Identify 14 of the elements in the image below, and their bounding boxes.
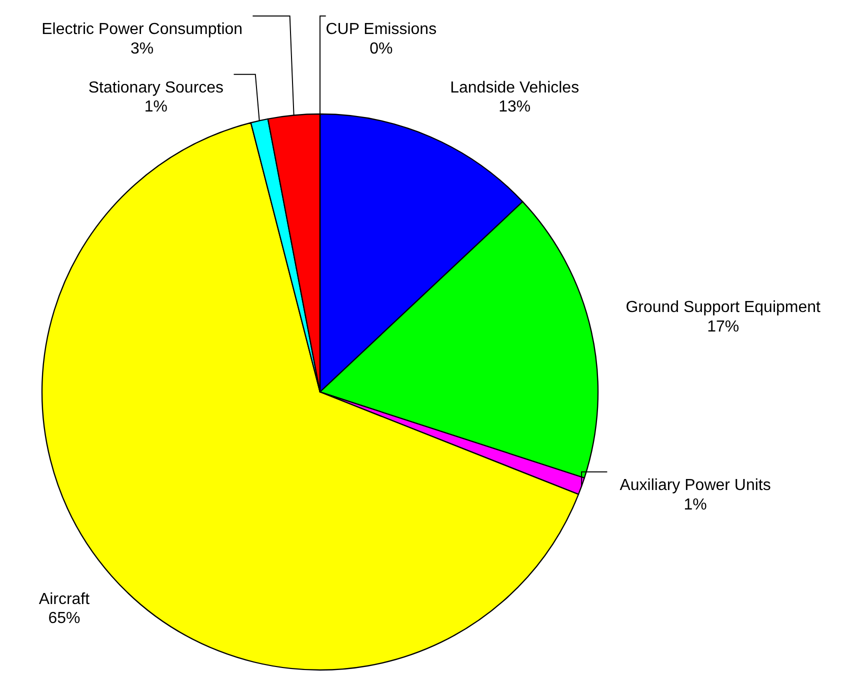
- data-label: 17%: [707, 318, 740, 336]
- data-label: 3%: [130, 40, 154, 58]
- data-label: 65%: [48, 610, 80, 628]
- data-label: 13%: [498, 98, 531, 116]
- slice-label: Electric Power Consumption: [42, 21, 243, 38]
- data-label: 1%: [144, 98, 168, 116]
- slice-label: Aircraft: [38, 591, 90, 608]
- category-label: CUP Emissions: [326, 21, 437, 38]
- text: 0%: [370, 40, 393, 58]
- slice-label: Stationary Sources: [88, 80, 224, 97]
- data-label: 1%: [684, 496, 707, 514]
- slice-label: Auxiliary Power Units: [620, 477, 771, 494]
- slice-label: Landside Vehicles: [450, 80, 580, 97]
- slice-label: Ground Support Equipment: [626, 299, 822, 316]
